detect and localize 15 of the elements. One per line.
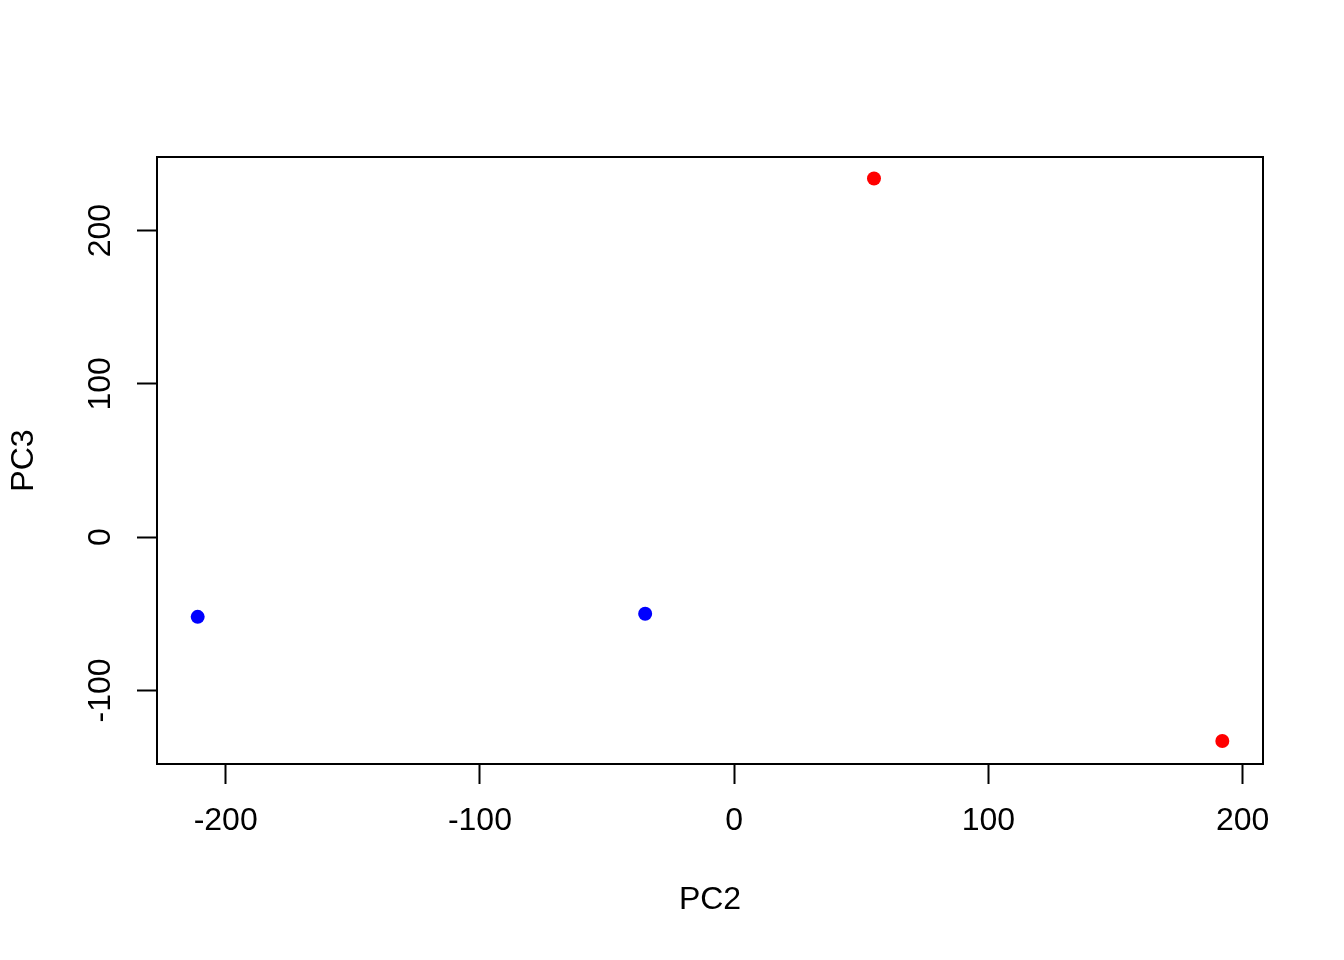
y-axis-title: PC3 bbox=[4, 429, 41, 492]
x-axis-title: PC2 bbox=[678, 879, 742, 916]
point bbox=[1215, 734, 1230, 749]
point bbox=[190, 609, 205, 624]
x-tick-label: -100 bbox=[447, 801, 512, 838]
y-tick-label: -100 bbox=[80, 658, 117, 723]
point bbox=[638, 606, 653, 621]
point bbox=[866, 171, 881, 186]
y-tick-label: 100 bbox=[80, 357, 117, 411]
y-tick-label: 0 bbox=[80, 528, 117, 547]
x-tick-label: -200 bbox=[193, 801, 258, 838]
x-tick-label: 100 bbox=[961, 801, 1016, 838]
y-tick-label: 200 bbox=[80, 203, 117, 258]
x-tick-label: 200 bbox=[1215, 801, 1270, 838]
x-tick-label: 0 bbox=[725, 801, 744, 838]
